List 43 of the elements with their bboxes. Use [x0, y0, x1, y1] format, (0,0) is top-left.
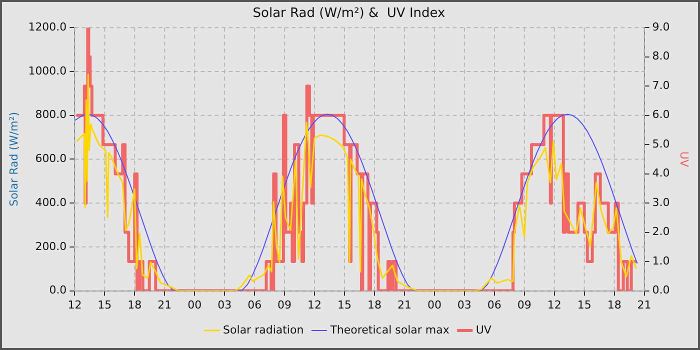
y-axis-title: Solar Rad (W/m²): [7, 112, 20, 206]
y2-tick-label: 6.0: [652, 108, 670, 122]
x-tick-label: 18: [367, 298, 382, 312]
x-tick-label: 06: [487, 298, 502, 312]
x-tick-label: 12: [547, 298, 562, 312]
x-tick-label: 09: [517, 298, 532, 312]
y2-tick-label: 5.0: [652, 137, 670, 150]
y2-axis-title: UV: [678, 151, 691, 168]
x-tick-label: 15: [98, 298, 112, 312]
y-tick-label: 800.0: [35, 108, 67, 122]
x-tick-label: 09: [278, 298, 292, 312]
y2-tick-label: 4.0: [652, 166, 670, 180]
y2-tick-label: 9.0: [652, 20, 670, 34]
legend-label: Solar radiation: [223, 323, 304, 336]
x-tick-label: 06: [248, 298, 262, 312]
x-tick-label: 00: [427, 298, 442, 312]
legend-label: UV: [476, 323, 492, 336]
chart-title: Solar Rad (W/m²) & UV Index: [252, 6, 446, 22]
y2-tick-label: 1.0: [652, 254, 670, 268]
y2-tick-label: 2.0: [652, 225, 670, 238]
x-tick-label: 21: [158, 298, 172, 312]
y-tick-label: 0.0: [49, 284, 67, 297]
x-tick-label: 00: [188, 298, 202, 312]
y-tick-label: 600.0: [35, 152, 67, 166]
x-tick-label: 12: [308, 298, 322, 312]
x-tick-label: 03: [218, 298, 232, 312]
y2-tick-label: 8.0: [652, 50, 670, 63]
y2-tick-label: 7.0: [652, 78, 670, 92]
y-tick-label: 200.0: [35, 240, 67, 253]
y-tick-label: 1200.0: [28, 20, 67, 34]
legend-label: Theoretical solar max: [329, 323, 450, 336]
x-tick-label: 21: [637, 298, 652, 312]
y2-tick-label: 0.0: [652, 284, 670, 297]
x-tick-label: 15: [338, 298, 352, 312]
x-tick-label: 15: [577, 298, 592, 312]
y-tick-label: 1000.0: [28, 64, 67, 78]
x-tick-label: 03: [457, 298, 472, 312]
x-tick-label: 18: [128, 298, 142, 312]
y-tick-label: 400.0: [35, 196, 67, 209]
x-tick-label: 12: [68, 298, 82, 312]
y2-tick-label: 3.0: [652, 196, 670, 209]
x-tick-label: 18: [607, 298, 622, 312]
x-tick-label: 21: [397, 298, 412, 312]
